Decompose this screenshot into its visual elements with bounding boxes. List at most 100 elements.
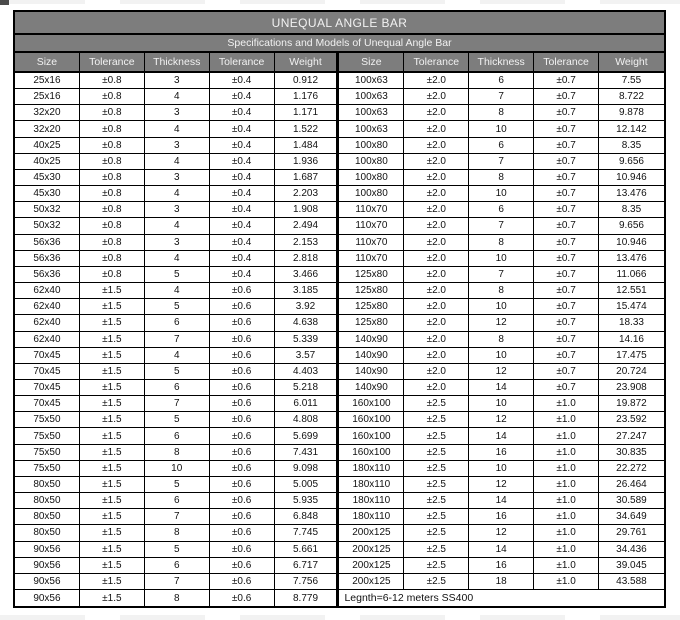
cell-thickness: 3 <box>145 105 210 121</box>
cell-tolerance: ±1.0 <box>534 525 600 541</box>
cell-size: 90x56 <box>15 590 80 607</box>
cell-thickness: 5 <box>145 476 210 493</box>
cell-tolerance: ±0.6 <box>210 363 275 379</box>
cell-weight: 22.272 <box>616 462 647 474</box>
cell-tolerance: ±2.0 <box>404 186 470 202</box>
cell-tolerance: ±0.7 <box>534 89 600 105</box>
cell-size: 25x16 <box>15 89 80 105</box>
cell-size: 180x110 <box>339 476 405 493</box>
cell-tolerance: ±0.6 <box>210 525 275 541</box>
cell-tolerance: ±0.8 <box>80 73 145 89</box>
table-row: 80x50 ±1.5 5 ±0.6 5.005 180x110 ±2.5 12 ±1.0 26.4… <box>15 476 664 494</box>
table-row: 75x50 ±1.5 5 ±0.6 4.808 160x100 ±2.5 12 ±1.0 23.5… <box>15 412 664 429</box>
cell-size: 125x80 <box>339 315 405 331</box>
cell-weight: 30.589 <box>616 495 647 507</box>
cell-thickness: 18 <box>469 573 535 589</box>
cell-thickness: 6 <box>145 557 210 573</box>
cell-tolerance: ±0.6 <box>210 444 275 460</box>
cell-tolerance: ±1.5 <box>80 525 145 541</box>
cell-tolerance: ±0.8 <box>80 250 145 266</box>
cell-thickness: 4 <box>145 186 210 202</box>
cell-size: 160x100 <box>339 412 405 428</box>
cell-weight: 2.203 <box>275 186 340 202</box>
cell-thickness: 7 <box>469 266 535 283</box>
cell-tolerance: ±2.0 <box>404 250 470 266</box>
cell-size: 110x70 <box>339 218 405 234</box>
length-note-cell: Legnth=6-12 meters SS400 <box>344 592 474 605</box>
cell-thickness: 10 <box>469 299 535 315</box>
cell-weight: 8.722 <box>618 91 644 103</box>
table-row: 62x40 ±1.5 4 ±0.6 3.185 125x80 ±2.0 8 ±0.7 12.551 <box>15 283 664 300</box>
cell-weight: 27.247 <box>616 430 647 442</box>
cell-tolerance: ±0.7 <box>534 218 600 234</box>
cell-thickness: 3 <box>145 202 210 218</box>
column-header-size: Size <box>15 53 80 71</box>
cell-weight: 1.522 <box>275 121 340 137</box>
cell-size: 32x20 <box>15 105 80 121</box>
cell-tolerance: ±0.4 <box>210 153 275 169</box>
cell-size: 62x40 <box>15 315 80 331</box>
cell-tolerance: ±0.8 <box>80 105 145 121</box>
cell-tolerance: ±0.7 <box>534 283 600 299</box>
cell-thickness: 5 <box>145 266 210 283</box>
cell-tolerance: ±0.7 <box>534 105 600 121</box>
cell-tolerance: ±0.4 <box>210 121 275 137</box>
cell-tolerance: ±2.5 <box>404 412 470 428</box>
cell-tolerance: ±2.0 <box>404 153 470 169</box>
cell-size: 40x25 <box>15 137 80 153</box>
cell-thickness: 5 <box>145 412 210 428</box>
cell-tolerance: ±0.6 <box>210 557 275 573</box>
cell-weight: 19.872 <box>616 398 647 410</box>
cell-tolerance: ±0.6 <box>210 315 275 331</box>
cell-tolerance: ±1.5 <box>80 283 145 299</box>
table-row: 70x45 ±1.5 6 ±0.6 5.218 140x90 ±2.0 14 ±0.7 23.90… <box>15 379 664 397</box>
cell-tolerance: ±1.5 <box>80 363 145 379</box>
cell-weight: 3.466 <box>275 266 340 283</box>
cell-tolerance: ±1.0 <box>534 444 600 460</box>
cell-size: 56x36 <box>15 250 80 266</box>
cell-weight: 29.761 <box>616 527 647 539</box>
cell-weight: 0.912 <box>275 73 340 89</box>
cell-size: 200x125 <box>339 573 405 589</box>
cell-size: 70x45 <box>15 379 80 396</box>
cell-tolerance: ±1.0 <box>534 476 600 493</box>
cell-tolerance: ±0.4 <box>210 137 275 153</box>
cell-tolerance: ±2.0 <box>404 379 470 396</box>
cell-size: 140x90 <box>339 347 405 363</box>
table-row: 56x36 ±0.8 4 ±0.4 2.818 110x70 ±2.0 10 ±0.7 13.47… <box>15 250 664 267</box>
cell-thickness: 12 <box>469 315 535 331</box>
column-header-thickness: Thickness <box>145 53 210 71</box>
cell-thickness: 5 <box>145 299 210 315</box>
cell-thickness: 8 <box>469 169 535 186</box>
cell-thickness: 14 <box>469 541 535 557</box>
cell-thickness: 7 <box>145 331 210 347</box>
cell-tolerance: ±2.5 <box>404 573 470 589</box>
cell-weight: 26.464 <box>616 478 647 490</box>
cell-thickness: 3 <box>145 234 210 250</box>
cell-size: 100x80 <box>339 186 405 202</box>
cell-weight: 17.475 <box>616 349 647 361</box>
cell-weight: 14.16 <box>618 333 644 345</box>
cell-thickness: 6 <box>469 73 535 89</box>
cell-size: 25x16 <box>15 73 80 89</box>
cell-size: 110x70 <box>339 202 405 218</box>
table-row: 90x56 ±1.5 6 ±0.6 6.717 200x125 ±2.5 16 ±1.0 39.0… <box>15 557 664 574</box>
cell-size: 80x50 <box>15 525 80 541</box>
cell-tolerance: ±0.6 <box>210 590 275 607</box>
table-row: 90x56 ±1.5 7 ±0.6 7.756 200x125 ±2.5 18 ±1.0 43.5… <box>15 573 664 590</box>
cell-tolerance: ±2.5 <box>404 557 470 573</box>
table-row: 75x50 ±1.5 8 ±0.6 7.431 160x100 ±2.5 16 ±1.0 30.8… <box>15 444 664 461</box>
cell-weight: 4.808 <box>275 412 340 428</box>
cell-tolerance: ±1.0 <box>534 493 600 509</box>
cell-tolerance: ±1.0 <box>534 396 600 412</box>
column-header-tolerance: Tolerance <box>404 53 470 71</box>
table-row: 45x30 ±0.8 3 ±0.4 1.687 100x80 ±2.0 8 ±0.7 10.946 <box>15 169 664 187</box>
cell-size: 75x50 <box>15 460 80 476</box>
cell-thickness: 6 <box>145 379 210 396</box>
cell-tolerance: ±1.5 <box>80 347 145 363</box>
table-row: 62x40 ±1.5 5 ±0.6 3.92 125x80 ±2.0 10 ±0.7 15.474 <box>15 299 664 316</box>
cell-tolerance: ±2.0 <box>404 105 470 121</box>
table-row: 50x32 ±0.8 4 ±0.4 2.494 110x70 ±2.0 7 ±0.7 9.656 <box>15 218 664 235</box>
cell-thickness: 8 <box>469 105 535 121</box>
